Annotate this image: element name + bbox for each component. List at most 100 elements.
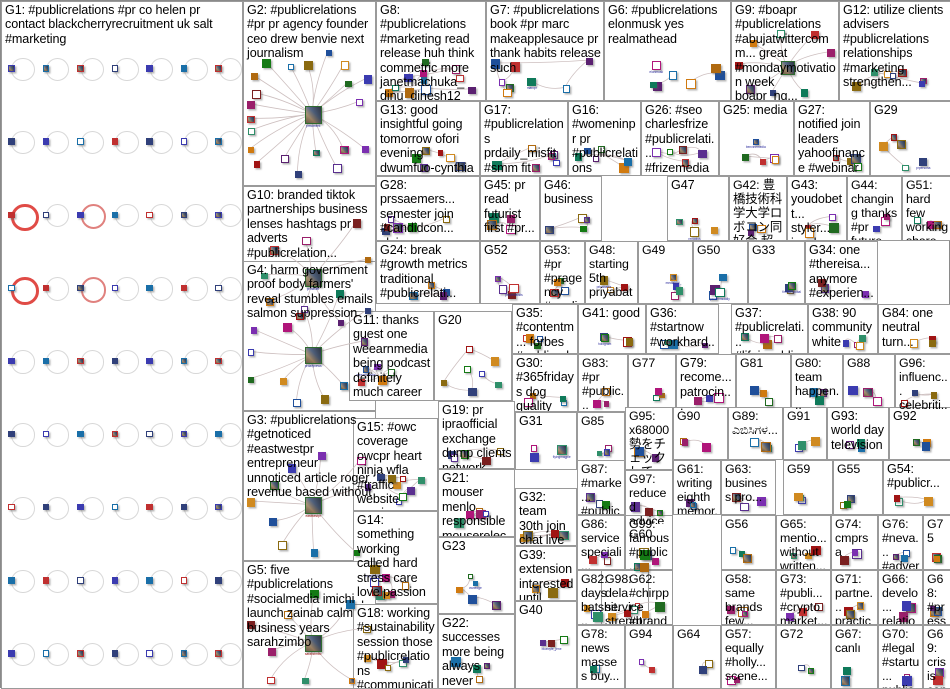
- vertex-node[interactable]: [476, 676, 483, 683]
- vertex-node[interactable]: [454, 518, 464, 528]
- vertex-node[interactable]: [421, 146, 430, 155]
- vertex-node[interactable]: [452, 65, 461, 74]
- vertex-node[interactable]: [420, 84, 431, 95]
- vertex-node[interactable]: [215, 650, 222, 657]
- vertex-node[interactable]: [383, 224, 390, 231]
- vertex-node[interactable]: [851, 549, 859, 557]
- vertex-node[interactable]: [715, 287, 725, 297]
- group-cell-g96[interactable]: G96: influenc... celebriti...: [895, 354, 950, 412]
- vertex-node[interactable]: [651, 454, 660, 462]
- vertex-node-hub[interactable]: [304, 106, 322, 124]
- group-cell-g99[interactable]: G99: famous #public... hilversu...: [625, 515, 673, 570]
- vertex-node[interactable]: [401, 582, 409, 590]
- vertex-node[interactable]: [215, 284, 222, 292]
- vertex-node[interactable]: [268, 518, 278, 527]
- vertex-node[interactable]: [382, 573, 391, 583]
- vertex-node[interactable]: [42, 211, 50, 219]
- vertex-node[interactable]: [653, 394, 660, 402]
- vertex-node[interactable]: [829, 223, 840, 233]
- vertex-node[interactable]: [215, 577, 222, 584]
- vertex-node[interactable]: [741, 333, 749, 341]
- vertex-node[interactable]: [262, 58, 272, 68]
- vertex-node[interactable]: [463, 366, 471, 374]
- vertex-node[interactable]: [490, 357, 500, 366]
- vertex-node[interactable]: [280, 378, 288, 386]
- vertex-node[interactable]: [362, 145, 369, 153]
- vertex-node[interactable]: [553, 159, 561, 167]
- vertex-node[interactable]: [357, 456, 366, 466]
- group-cell-g72[interactable]: G72: [776, 625, 831, 689]
- vertex-node[interactable]: [929, 605, 936, 612]
- group-cell-g26[interactable]: G26: #seo charlesfrize #publicrelati... …: [641, 101, 719, 176]
- group-cell-g20[interactable]: G20: [434, 311, 512, 401]
- vertex-node[interactable]: [356, 99, 364, 107]
- vertex-node[interactable]: [584, 216, 591, 223]
- group-cell-g89[interactable]: G89: ಎಬಿಸಿಗಳ...: [728, 407, 783, 460]
- vertex-node[interactable]: [77, 284, 84, 292]
- vertex-node[interactable]: [525, 334, 535, 344]
- vertex-node[interactable]: [923, 496, 933, 506]
- group-cell-g43[interactable]: G43: youdobett... styler... jacob...: [787, 176, 847, 241]
- vertex-node[interactable]: [689, 227, 700, 237]
- group-cell-g22[interactable]: G22: successes more being always never w…: [438, 614, 515, 689]
- vertex-node-hub[interactable]: [304, 635, 322, 653]
- vertex-node[interactable]: [440, 380, 447, 387]
- vertex-node[interactable]: [858, 335, 866, 343]
- vertex-node[interactable]: [604, 449, 611, 456]
- vertex-node[interactable]: [8, 65, 15, 72]
- vertex-node[interactable]: [293, 398, 302, 407]
- vertex-node[interactable]: [484, 663, 491, 669]
- vertex-node[interactable]: [776, 29, 786, 39]
- vertex-node[interactable]: [77, 650, 84, 657]
- vertex-node[interactable]: [404, 88, 414, 98]
- vertex-node[interactable]: [281, 155, 289, 164]
- vertex-node[interactable]: [250, 326, 258, 334]
- vertex-node[interactable]: [215, 357, 222, 365]
- vertex-node[interactable]: [599, 276, 609, 285]
- vertex-node[interactable]: [659, 392, 666, 399]
- vertex-node[interactable]: [427, 282, 435, 290]
- vertex-node[interactable]: [559, 635, 568, 644]
- vertex-node[interactable]: [180, 430, 188, 438]
- vertex-node[interactable]: [419, 163, 428, 173]
- vertex-node[interactable]: [682, 159, 690, 167]
- vertex-node[interactable]: [270, 481, 280, 490]
- group-cell-g93[interactable]: G93: world day television: [827, 407, 889, 460]
- group-cell-g39[interactable]: G39: extension interested until...: [515, 546, 577, 601]
- vertex-node[interactable]: [442, 215, 450, 224]
- vertex-node[interactable]: [914, 216, 922, 225]
- vertex-node[interactable]: [642, 611, 649, 618]
- group-cell-g66[interactable]: G66: develo... relation brandi...: [878, 570, 923, 625]
- vertex-node[interactable]: [901, 554, 908, 562]
- vertex-node[interactable]: [794, 493, 803, 502]
- vertex-node[interactable]: [644, 507, 653, 516]
- vertex-node[interactable]: [691, 218, 698, 224]
- vertex-node[interactable]: [623, 609, 632, 617]
- vertex-node[interactable]: [361, 338, 369, 346]
- vertex-node[interactable]: [487, 220, 497, 230]
- vertex-node[interactable]: [42, 503, 50, 511]
- vertex-node[interactable]: [364, 484, 372, 492]
- vertex-node[interactable]: [829, 214, 836, 221]
- vertex-node[interactable]: [111, 284, 119, 292]
- vertex-node[interactable]: [377, 659, 388, 669]
- vertex-node[interactable]: [320, 395, 330, 404]
- vertex-node[interactable]: [528, 144, 536, 153]
- vertex-node[interactable]: [215, 503, 222, 511]
- vertex-node[interactable]: [325, 49, 332, 57]
- group-cell-g38[interactable]: G38: 90 community white person...: [808, 304, 878, 354]
- vertex-node[interactable]: [404, 74, 413, 83]
- vertex-node[interactable]: [651, 557, 659, 565]
- vertex-node[interactable]: [247, 349, 255, 356]
- group-cell-g69[interactable]: G69: crisis confer... matter...: [923, 625, 950, 689]
- vertex-node[interactable]: [747, 229, 754, 237]
- vertex-node[interactable]: [246, 100, 256, 110]
- vertex-node[interactable]: [363, 74, 373, 84]
- vertex-node[interactable]: [798, 608, 807, 617]
- vertex-node[interactable]: [933, 220, 943, 230]
- vertex-node[interactable]: [702, 443, 712, 453]
- vertex-node[interactable]: [798, 664, 805, 672]
- vertex-node[interactable]: [363, 654, 372, 663]
- vertex-node[interactable]: [336, 290, 345, 298]
- vertex-node[interactable]: [848, 385, 858, 396]
